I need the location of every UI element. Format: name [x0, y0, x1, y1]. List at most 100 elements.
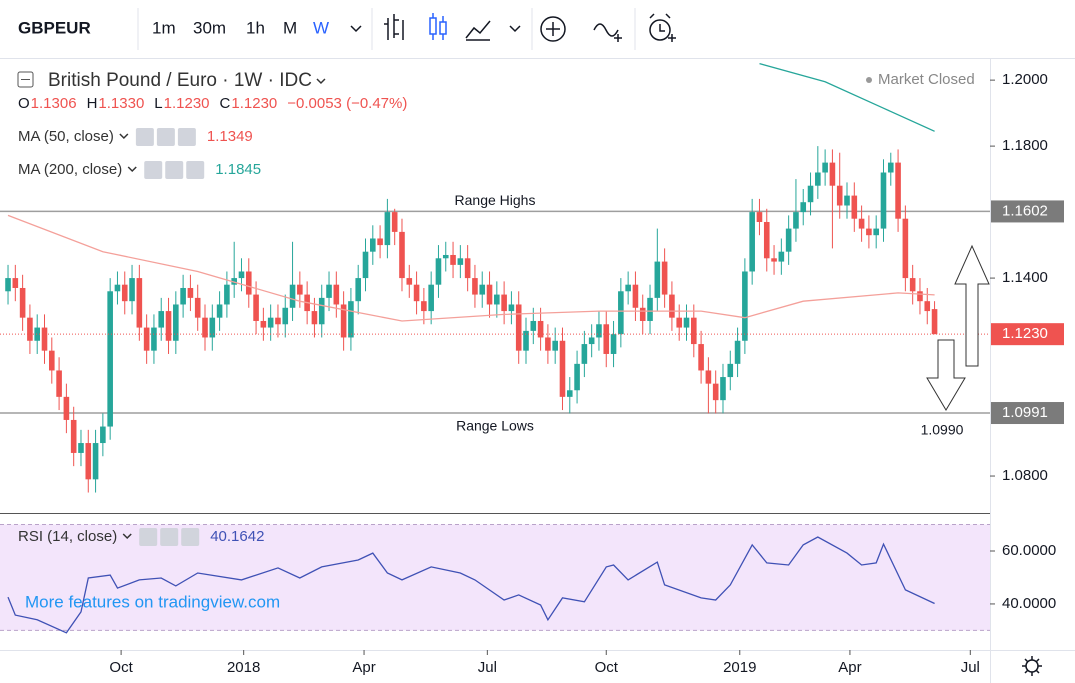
symbol[interactable]: GBPEUR [18, 18, 91, 37]
candle-body [486, 284, 493, 305]
candle-body [180, 287, 186, 305]
candle-body [698, 344, 704, 371]
compare-icon[interactable] [540, 16, 566, 42]
candle-body [639, 307, 646, 321]
interval-button[interactable]: W [313, 18, 329, 37]
candle-body [793, 212, 799, 229]
candle-body [669, 294, 675, 318]
candle-body [442, 254, 449, 259]
candle-body [326, 284, 332, 298]
rsi-line [7, 536, 935, 634]
candle-body [625, 284, 631, 292]
candle-body [136, 278, 143, 328]
candle-body [253, 294, 259, 321]
candle-body [216, 304, 223, 318]
candle-body [333, 284, 340, 305]
indicator-eye-button[interactable] [144, 161, 163, 179]
indicator-close-button[interactable] [186, 161, 205, 179]
candle-body [610, 334, 617, 354]
candles-icon[interactable] [429, 13, 447, 40]
candle-body [107, 291, 113, 427]
candle-body [501, 294, 507, 312]
y-tick-label: 1.2000 [1002, 71, 1048, 88]
indicator-close-button[interactable] [177, 128, 196, 146]
style-menu[interactable] [509, 25, 521, 33]
candle-body [691, 317, 697, 345]
x-tick-label: 2018 [227, 659, 260, 676]
candle-body [917, 291, 923, 302]
interval-button[interactable]: M [283, 18, 297, 37]
candle-body [275, 317, 281, 325]
candle-body [851, 195, 858, 219]
interval-button[interactable]: 30m [193, 18, 226, 37]
candle-body [618, 291, 624, 335]
candle-body [158, 311, 165, 328]
compare-plus [546, 22, 560, 36]
alert-icon[interactable] [649, 19, 671, 41]
candle-body [121, 284, 128, 302]
indicator-gear-button[interactable] [165, 161, 184, 179]
candle-body [114, 284, 121, 292]
candle-body [661, 261, 668, 295]
range-tag-label: 1.1602 [1002, 202, 1048, 219]
candle-body [85, 443, 92, 480]
bars-icon[interactable] [384, 14, 404, 40]
candle-body [581, 344, 588, 364]
candle-body [720, 377, 726, 401]
indicator-eye-button[interactable] [139, 528, 158, 546]
indicator-menu[interactable] [127, 166, 137, 173]
candle-body [194, 297, 201, 318]
candle-body [873, 228, 879, 236]
candle-body [603, 324, 610, 354]
candle-body [749, 212, 755, 272]
candle-body [756, 212, 763, 222]
candle-body [224, 284, 230, 305]
range-tag [991, 200, 1064, 223]
indicator-name: MA (200, close) [18, 161, 122, 178]
market-status: Market Closed [878, 71, 975, 88]
indicator-close-button[interactable] [181, 528, 200, 546]
ohlc-value: 1.1230 [231, 95, 277, 112]
candle-body [887, 162, 894, 173]
candle-body [844, 195, 850, 206]
candle-body [377, 238, 383, 246]
indicator-gear-button[interactable] [156, 128, 175, 146]
candle-body [479, 284, 486, 295]
area-icon[interactable] [465, 20, 491, 41]
candle-body [202, 317, 208, 338]
settings-spokes [1022, 656, 1042, 676]
indicator-value: 40.1642 [210, 528, 264, 545]
toolbar: GBPEUR 1m 30m 1h M W [0, 8, 1075, 59]
indicator-gear-button[interactable] [160, 528, 179, 546]
x-tick-label: Jul [478, 659, 497, 676]
candle-body [151, 327, 157, 351]
rsi-y-tick-label: 40.0000 [1002, 595, 1056, 612]
candle-body [566, 390, 573, 397]
x-tick-label: Jul [961, 659, 980, 676]
candle-body [297, 284, 303, 295]
interval-button[interactable]: 1h [246, 18, 265, 37]
candle-body [778, 251, 785, 262]
candle-body [822, 162, 828, 173]
banner[interactable]: More features on tradingview.com [25, 592, 280, 611]
candle-body [858, 218, 865, 229]
y-tick-label: 1.0800 [1002, 467, 1048, 484]
last-price-label: 1.1230 [1002, 325, 1048, 342]
candle-body [836, 185, 843, 206]
x-tick-label: Apr [352, 659, 375, 676]
indicators-icon[interactable] [593, 23, 622, 42]
indicator-eye-button[interactable] [135, 128, 154, 146]
indicator-menu[interactable] [122, 533, 132, 540]
candle-body [421, 301, 427, 312]
collapse-icon[interactable] [17, 71, 34, 88]
indicator-menu[interactable] [119, 133, 129, 140]
candle-body [12, 278, 19, 288]
range-label: Range Lows [456, 418, 534, 434]
candle-body [734, 340, 741, 364]
candle-body [19, 287, 26, 318]
interval-button[interactable]: 1m [152, 18, 176, 37]
title-menu[interactable] [316, 78, 326, 85]
last-price-tag [991, 323, 1064, 346]
rsi-y-tick-label: 60.0000 [1002, 542, 1056, 559]
interval-menu[interactable] [350, 25, 362, 33]
